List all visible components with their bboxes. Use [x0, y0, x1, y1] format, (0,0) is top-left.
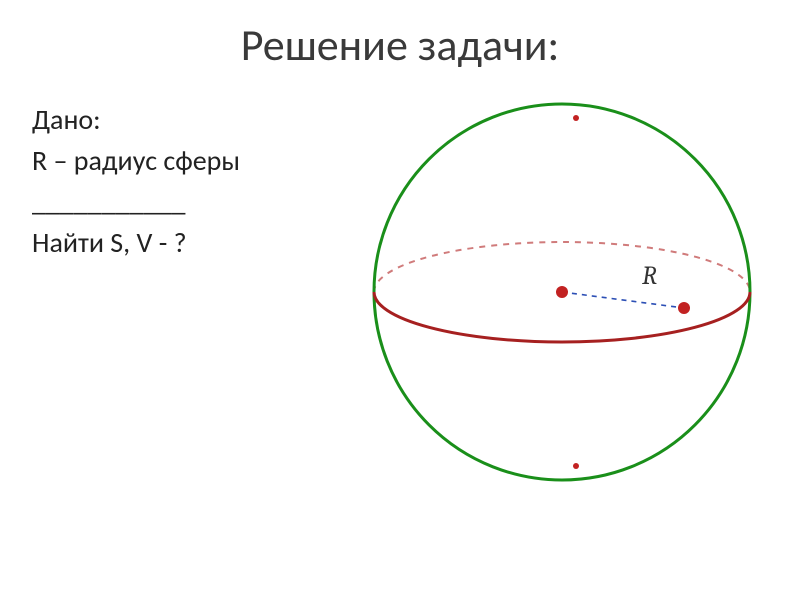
- sphere-svg: R: [332, 92, 792, 492]
- slide: Решение задачи: Дано: R – радиус сферы _…: [0, 0, 800, 600]
- sphere-diagram: R: [332, 92, 792, 492]
- given-label: Дано:: [32, 102, 332, 137]
- given-find: Найти S, V - ?: [32, 225, 332, 260]
- given-divider: ___________: [32, 184, 332, 219]
- given-block: Дано: R – радиус сферы ___________ Найти…: [0, 92, 332, 492]
- radius-label: R: [642, 261, 657, 291]
- given-line-radius: R – радиус сферы: [32, 143, 332, 178]
- content-row: Дано: R – радиус сферы ___________ Найти…: [0, 92, 800, 492]
- page-title: Решение задачи:: [0, 0, 800, 72]
